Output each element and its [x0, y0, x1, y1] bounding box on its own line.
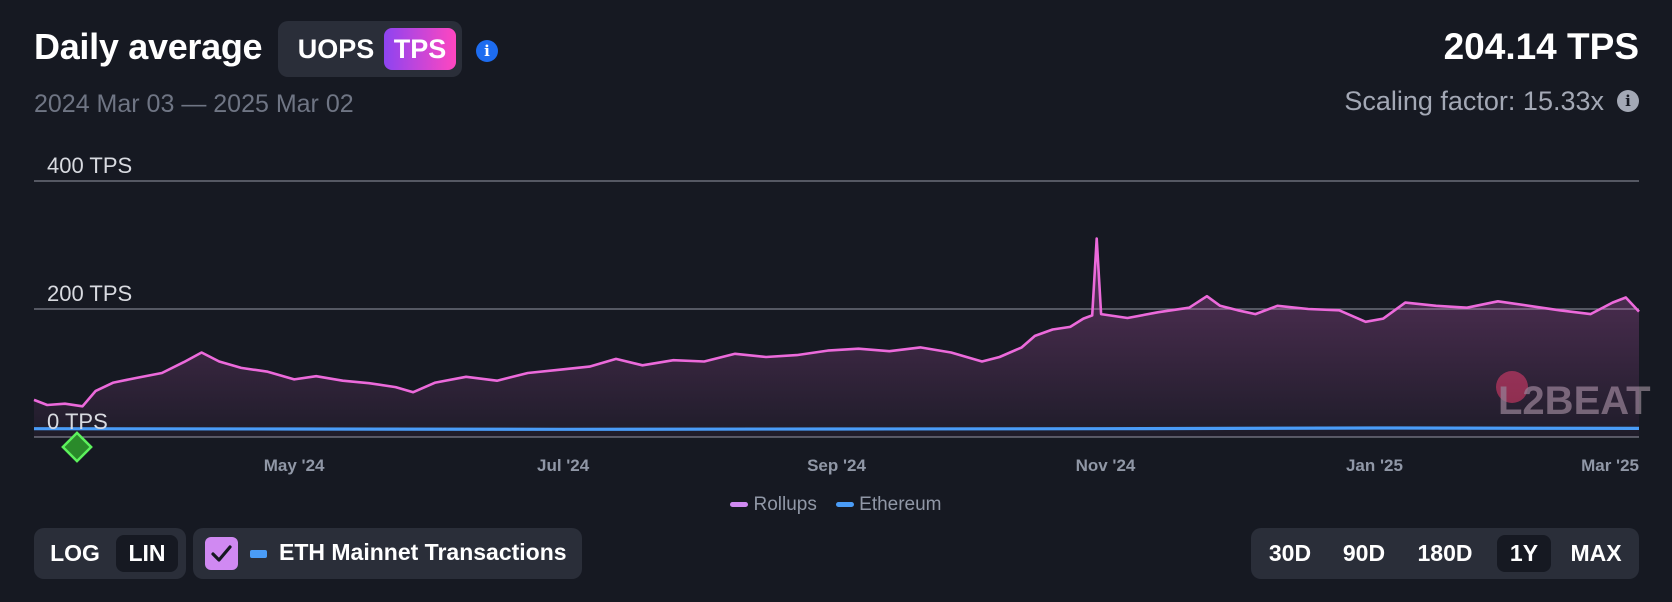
rollups-line — [33, 237, 1640, 408]
ethereum-line — [33, 426, 1640, 431]
x-tick-label-5: Mar '25 — [1581, 456, 1639, 475]
tps-button[interactable]: TPS — [384, 28, 456, 70]
milestone-marker-icon[interactable] — [61, 431, 93, 463]
eth-mainnet-checkbox[interactable] — [205, 537, 238, 570]
x-tick-label-2: Sep '24 — [807, 456, 866, 475]
summary-value: 204.14 TPS — [1443, 26, 1639, 67]
y-tick-label-0: 0 TPS — [47, 409, 108, 434]
range-90d-button[interactable]: 90D — [1342, 540, 1386, 566]
x-tick-label-1: Jul '24 — [537, 456, 590, 475]
eth-mainnet-toggle[interactable]: ETH Mainnet Transactions — [193, 528, 582, 579]
ethereum-swatch — [836, 502, 855, 508]
log-button[interactable]: LOG — [50, 540, 100, 566]
date-range: 2024 Mar 03 — 2025 Mar 02 — [34, 90, 354, 118]
info-icon[interactable]: i — [476, 40, 498, 62]
legend-label-ethereum: Ethereum — [859, 494, 942, 515]
uops-button[interactable]: UOPS — [297, 34, 375, 64]
x-tick-label-4: Jan '25 — [1346, 456, 1403, 475]
y-tick-label-1: 200 TPS — [47, 281, 132, 306]
time-range-selector: 30D 90D 180D 1Y MAX — [1251, 528, 1639, 579]
range-180d-button[interactable]: 180D — [1417, 540, 1473, 566]
range-max-button[interactable]: MAX — [1570, 540, 1622, 566]
page-title: Daily average — [34, 26, 263, 67]
scale-toggle: LOG LIN — [34, 528, 186, 579]
x-tick-label-3: Nov '24 — [1076, 456, 1136, 475]
eth-mainnet-label: ETH Mainnet Transactions — [279, 539, 567, 565]
legend-item-ethereum[interactable]: Ethereum — [836, 494, 942, 516]
x-tick-label-0: May '24 — [264, 456, 325, 475]
y-tick-label-2: 400 TPS — [47, 153, 132, 178]
range-1y-button[interactable]: 1Y — [1497, 535, 1551, 572]
lin-button[interactable]: LIN — [116, 535, 178, 572]
scaling-factor: Scaling factor: 15.33x — [1344, 86, 1604, 116]
scaling-info-icon[interactable]: i — [1617, 90, 1639, 112]
legend-item-rollups[interactable]: Rollups — [730, 494, 817, 516]
chart-legend: Rollups Ethereum — [0, 494, 1672, 516]
rollups-area — [34, 238, 1639, 437]
rollups-swatch — [730, 502, 749, 508]
eth-swatch — [250, 550, 267, 558]
check-icon — [211, 545, 232, 562]
range-30d-button[interactable]: 30D — [1268, 540, 1312, 566]
metric-switch: UOPS TPS — [278, 21, 462, 77]
legend-label-rollups: Rollups — [753, 494, 817, 515]
